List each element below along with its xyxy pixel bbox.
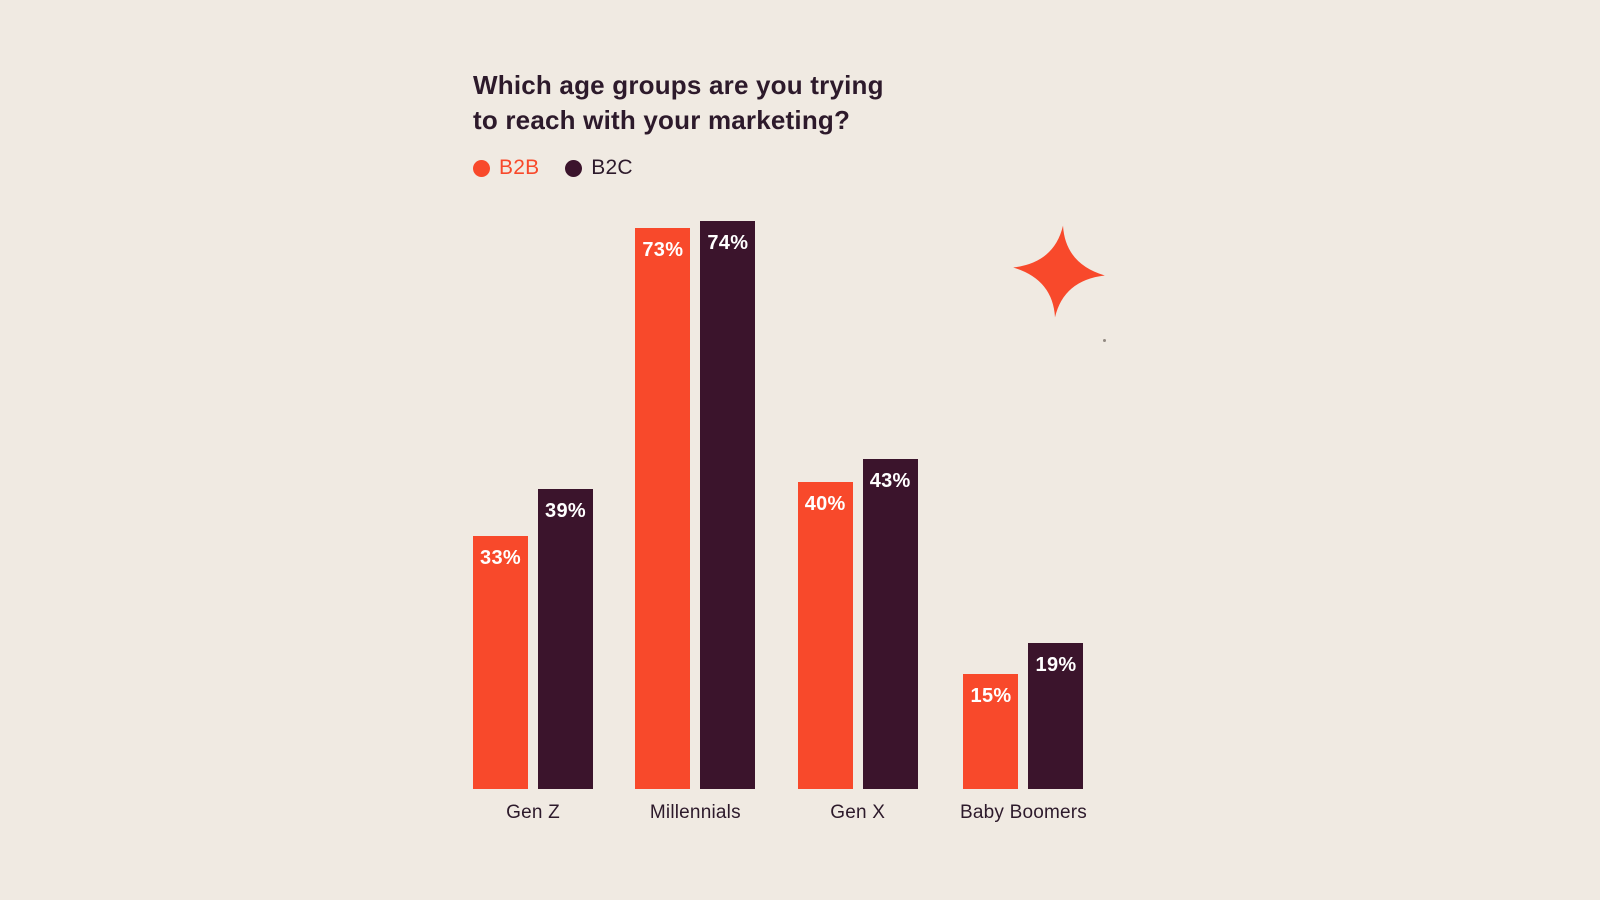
chart-title-line1: Which age groups are you trying — [473, 70, 884, 100]
chart-title: Which age groups are you trying to reach… — [473, 68, 884, 138]
category-label-baby-boomers: Baby Boomers — [959, 802, 1087, 823]
legend-label-b2b: B2B — [499, 156, 540, 180]
bar-value-label: 39% — [545, 500, 586, 522]
chart-title-line2: to reach with your marketing? — [473, 105, 851, 136]
bar-value-label: 74% — [707, 232, 749, 254]
bar-b2b-baby-boomers: 15% — [963, 674, 1019, 789]
legend-swatch-b2c — [565, 159, 583, 177]
bar-group-baby-boomers: 15% 19% Baby Boomers — [960, 643, 1087, 824]
bar-pair-gen-z: 33% 39% — [473, 489, 593, 789]
sparkle-star-path — [1013, 225, 1105, 318]
sparkle-star-icon — [1013, 225, 1105, 318]
bar-b2c-millennials: 74% — [700, 221, 756, 789]
bar-pair-millennials: 73% 74% — [635, 221, 756, 789]
bar-value-label: 19% — [1035, 654, 1077, 676]
bar-group-gen-x: 40% 43% Gen X — [797, 459, 918, 824]
legend-swatch-b2b — [473, 159, 490, 177]
bar-b2c-gen-z: 39% — [538, 489, 593, 789]
bar-value-label: 15% — [970, 685, 1012, 707]
bar-value-label: 40% — [804, 493, 846, 515]
bar-pair-gen-x: 40% 43% — [797, 459, 918, 789]
bar-b2b-millennials: 73% — [635, 228, 691, 789]
bar-b2b-gen-z: 33% — [473, 536, 528, 789]
bar-b2c-baby-boomers: 19% — [1028, 643, 1084, 789]
bar-pair-baby-boomers: 15% 19% — [963, 643, 1084, 789]
bar-group-millennials: 73% 74% Millennials — [635, 221, 756, 824]
legend-item-b2b: B2B — [473, 156, 539, 180]
category-label-millennials: Millennials — [649, 802, 741, 823]
plot-area: 33% 39% Gen Z 73% 74% Millennials 40% 43% Gen X 1… — [473, 221, 1087, 824]
legend-label-b2c: B2C — [591, 156, 633, 180]
legend: B2B B2C — [473, 156, 884, 180]
bar-value-label: 43% — [869, 470, 911, 492]
chart-header: Which age groups are you trying to reach… — [473, 68, 884, 180]
speck-dot — [1103, 339, 1106, 342]
legend-item-b2c: B2C — [565, 156, 633, 180]
bar-value-label: 73% — [642, 239, 684, 261]
bar-group-gen-z: 33% 39% Gen Z — [473, 489, 593, 824]
category-label-gen-x: Gen X — [830, 802, 886, 823]
bar-b2c-gen-x: 43% — [862, 459, 918, 789]
category-label-gen-z: Gen Z — [506, 802, 560, 823]
bar-b2b-gen-x: 40% — [797, 482, 853, 789]
bar-value-label: 33% — [480, 547, 521, 569]
